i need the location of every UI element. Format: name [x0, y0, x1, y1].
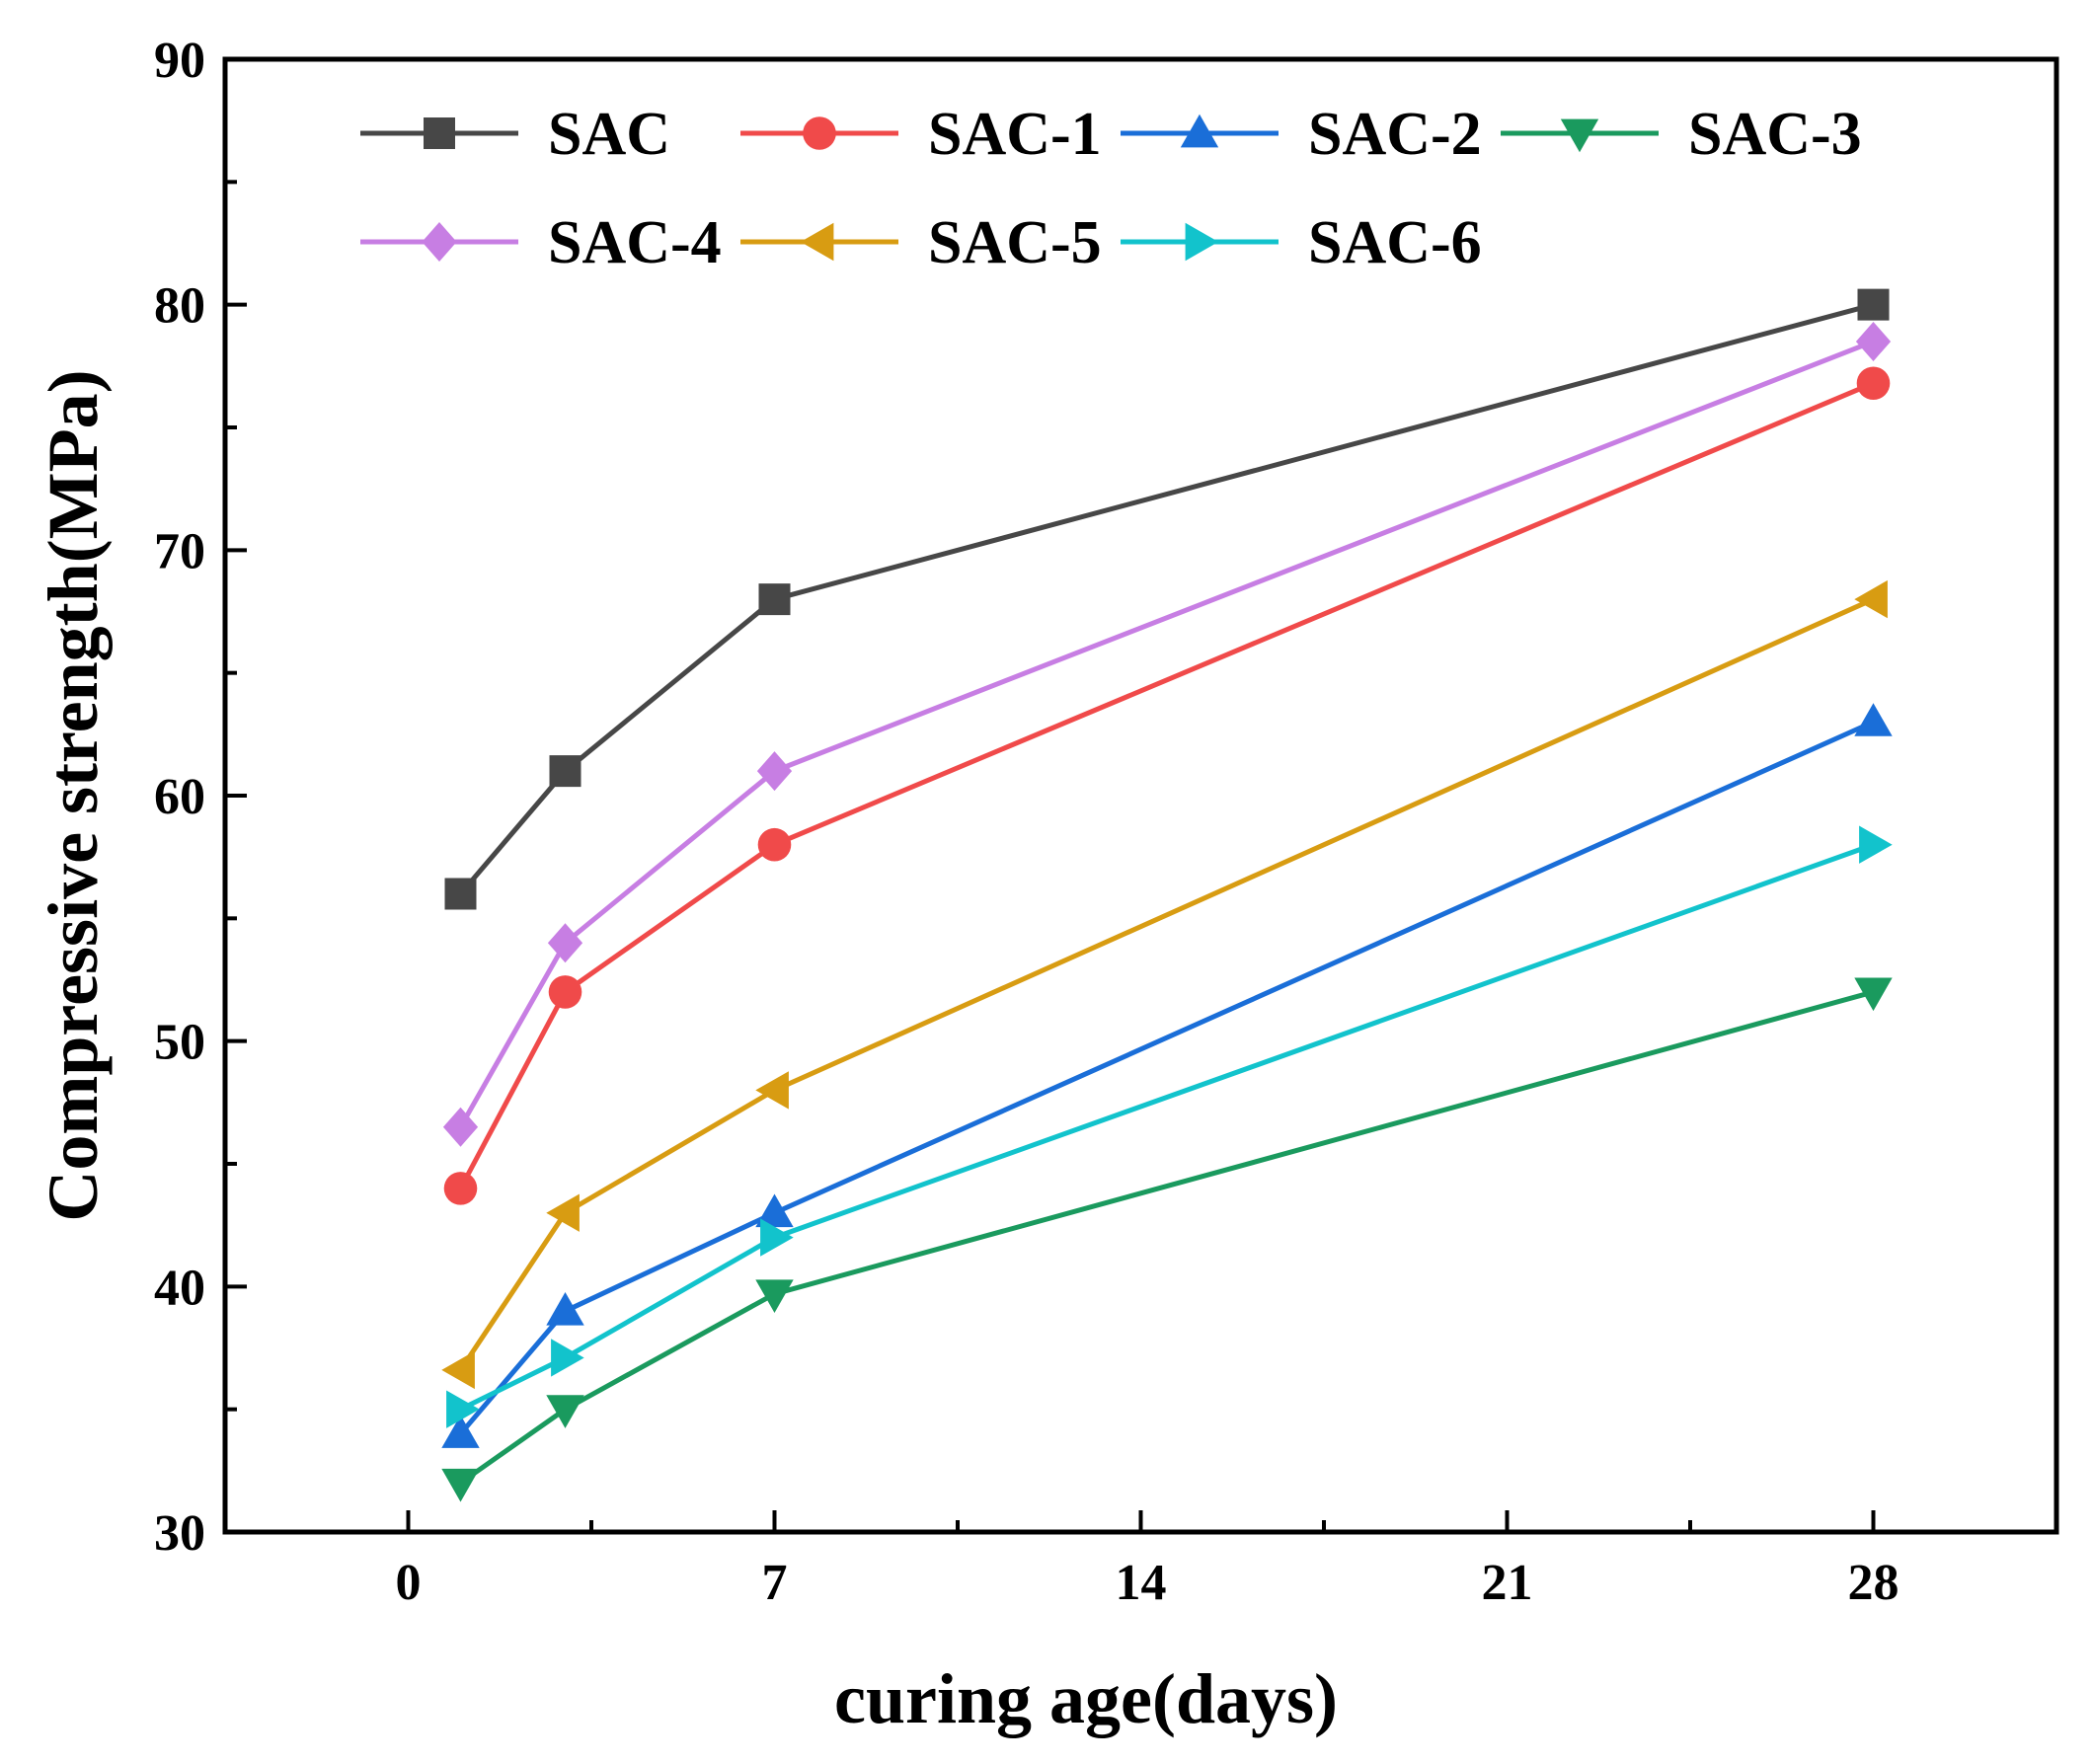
legend-label-sac-6: SAC-6	[1308, 209, 1482, 276]
data-point-sac-4	[442, 1107, 479, 1147]
legend-marker-sac	[424, 117, 455, 149]
y-tick-label: 90	[154, 33, 205, 89]
series-line-sac-1	[458, 380, 1875, 1190]
x-tick-labels: 0 7 14 21 28	[396, 1555, 1899, 1611]
series-line-sac-5	[458, 596, 1875, 1372]
series-markers	[441, 288, 1893, 1502]
x-tick-label: 14	[1116, 1555, 1167, 1611]
x-tick-label: 0	[396, 1555, 422, 1611]
data-point-sac	[444, 878, 477, 910]
data-point-sac-4	[1855, 321, 1892, 361]
legend: SAC SAC-1 SAC-2 SAC-3 SAC-4 SAC-5 SAC-6	[360, 101, 1862, 276]
data-point-sac-2	[546, 1292, 584, 1326]
data-point-sac-4	[756, 751, 793, 792]
legend-label-sac-1: SAC-1	[928, 101, 1102, 168]
series-line-sac-4	[458, 339, 1875, 1128]
legend-marker-sac-3	[1560, 118, 1599, 153]
y-axis-title: Compressive strength(MPa)	[34, 369, 113, 1221]
data-point-sac-1	[548, 975, 582, 1009]
data-point-sac-1	[757, 827, 792, 862]
y-tick-label: 30	[154, 1505, 205, 1562]
x-axis-title: curing age(days)	[834, 1659, 1338, 1738]
legend-marker-sac-6	[1185, 222, 1219, 262]
data-point-sac-6	[551, 1339, 584, 1377]
data-point-sac-2	[1854, 703, 1893, 736]
y-tick-label: 40	[154, 1260, 205, 1316]
data-point-sac-3	[755, 1279, 794, 1313]
legend-label-sac-3: SAC-3	[1688, 101, 1862, 168]
series-line-sac	[458, 302, 1875, 896]
data-point-sac	[549, 755, 581, 788]
legend-label-sac: SAC	[548, 101, 670, 168]
data-point-sac-2	[441, 1415, 480, 1448]
legend-marker-sac-1	[803, 116, 836, 150]
data-point-sac-6	[760, 1218, 794, 1257]
series-line-sac-3	[459, 989, 1875, 1486]
x-tick-label: 7	[762, 1555, 788, 1611]
axis-ticks	[225, 57, 1876, 1534]
series-line-sac-2	[458, 720, 1875, 1436]
data-point-sac-3	[546, 1395, 584, 1428]
legend-marker-sac-4	[422, 222, 457, 262]
data-point-sac-3	[441, 1468, 480, 1502]
y-tick-label: 80	[154, 278, 205, 335]
legend-label-sac-5: SAC-5	[928, 209, 1102, 276]
legend-marker-sac-2	[1180, 114, 1219, 148]
legend-label-sac-2: SAC-2	[1308, 101, 1482, 168]
data-point-sac	[1857, 288, 1890, 321]
data-point-sac-5	[1854, 579, 1888, 619]
series-lines	[458, 302, 1875, 1486]
data-point-sac-6	[446, 1390, 480, 1428]
data-point-sac-5	[441, 1350, 475, 1390]
data-point-sac-5	[755, 1071, 789, 1110]
legend-marker-sac-5	[800, 222, 834, 262]
series-line-sac-6	[459, 842, 1875, 1412]
data-point-sac-3	[1854, 977, 1893, 1012]
legend-label-sac-4: SAC-4	[548, 209, 722, 276]
data-point-sac-2	[755, 1193, 794, 1228]
y-tick-label: 70	[154, 523, 205, 579]
data-point-sac-4	[547, 923, 583, 963]
y-tick-labels: 30 40 50 60 70 80 90	[154, 33, 205, 1562]
data-point-sac-1	[1856, 366, 1891, 401]
y-tick-label: 50	[154, 1015, 205, 1071]
data-point-sac-1	[443, 1172, 478, 1205]
data-point-sac-6	[1859, 825, 1893, 864]
x-tick-label: 21	[1482, 1555, 1533, 1611]
y-tick-label: 60	[154, 769, 205, 825]
data-point-sac	[758, 583, 791, 616]
x-tick-label: 28	[1848, 1555, 1899, 1611]
data-point-sac-5	[546, 1193, 580, 1232]
